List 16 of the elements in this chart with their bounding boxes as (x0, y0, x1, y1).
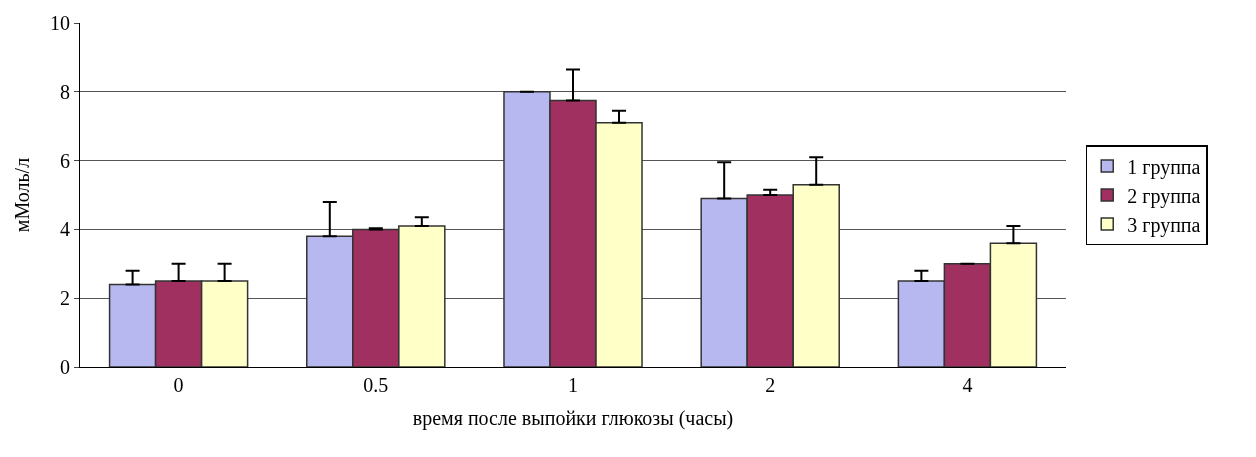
y-tick-label: 2 (60, 287, 70, 310)
y-tick-label: 8 (60, 80, 70, 103)
y-tick-label: 4 (60, 218, 70, 241)
x-tick-label: 4 (962, 374, 973, 396)
y-axis-title: мМоль/л (10, 157, 33, 233)
x-tick-label: 1 (568, 374, 578, 396)
legend-label: 1 группа (1127, 155, 1201, 179)
y-tick-label: 10 (50, 12, 70, 34)
legend-label: 2 группа (1127, 184, 1201, 208)
y-tick-label: 6 (60, 149, 70, 172)
x-tick-label: 0.5 (363, 374, 389, 396)
x-tick-label: 2 (765, 374, 776, 396)
legend-label: 3 группа (1127, 213, 1201, 237)
x-axis-title: время после выпойки глюкозы (часы) (412, 406, 734, 430)
y-tick-label: 0 (60, 356, 70, 378)
x-tick-label: 0 (173, 374, 184, 396)
